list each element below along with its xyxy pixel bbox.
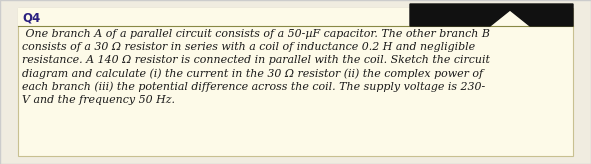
Polygon shape xyxy=(410,4,573,26)
FancyBboxPatch shape xyxy=(18,8,573,156)
Text: One branch A of a parallel circuit consists of a 50-µF capacitor. The other bran: One branch A of a parallel circuit consi… xyxy=(22,29,490,39)
Text: consists of a 30 Ω resistor in series with a coil of inductance 0.2 H and neglig: consists of a 30 Ω resistor in series wi… xyxy=(22,42,475,52)
Text: diagram and calculate (i) the current in the 30 Ω resistor (ii) the complex powe: diagram and calculate (i) the current in… xyxy=(22,69,483,79)
Text: each branch (iii) the potential difference across the coil. The supply voltage i: each branch (iii) the potential differen… xyxy=(22,82,485,92)
Text: Q4: Q4 xyxy=(22,12,40,25)
Text: V and the frequency 50 Hz.: V and the frequency 50 Hz. xyxy=(22,95,175,105)
Text: resistance. A 140 Ω resistor is connected in parallel with the coil. Sketch the : resistance. A 140 Ω resistor is connecte… xyxy=(22,55,490,65)
FancyBboxPatch shape xyxy=(18,8,573,26)
